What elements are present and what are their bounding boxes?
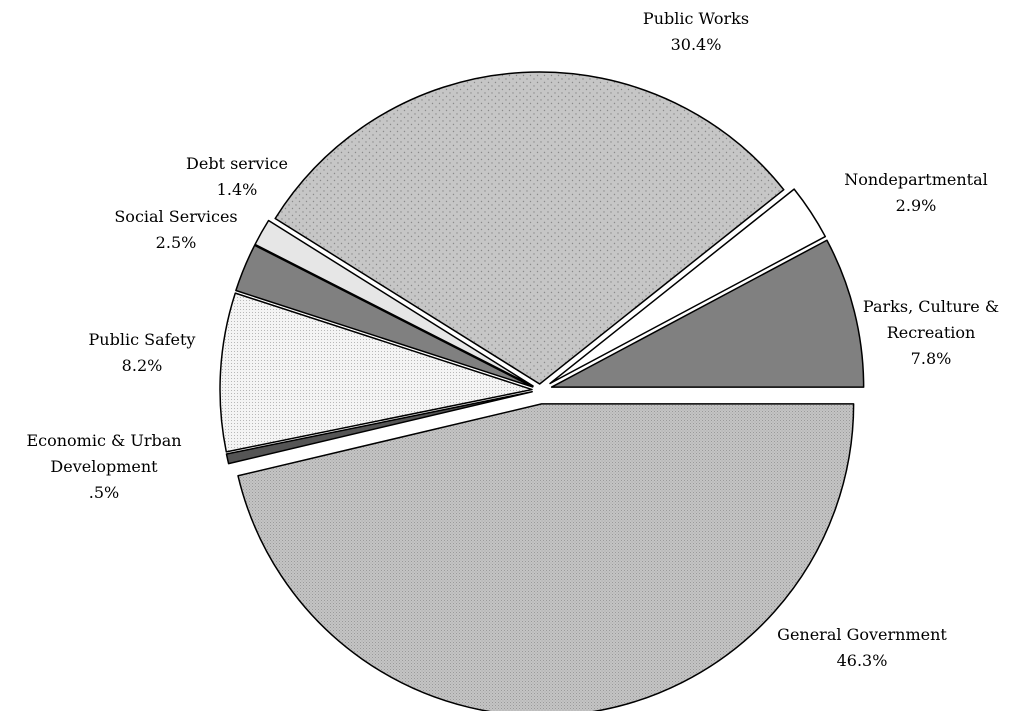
slice-name-label: Public Safety [89,330,196,349]
slice-percent-label: 2.9% [896,196,937,215]
slice-percent-label: 46.3% [837,651,888,670]
slice-percent-label: 8.2% [122,356,163,375]
slice-name-label: Parks, Culture & [863,297,999,316]
slice-label: General Government 46.3% [777,625,947,670]
pie-slice-public-works [274,71,785,385]
slice-percent-label: 30.4% [671,35,722,54]
slice-percent-label: 7.8% [911,349,952,368]
slice-name-label: Nondepartmental [844,170,988,189]
slice-percent-label: 2.5% [156,233,197,252]
pie-slice-parks-culture-recreation [550,239,865,388]
slice-name-label: Debt service [186,154,288,173]
pie-slice-public-safety [219,292,533,453]
slice-label: Social Services 2.5% [114,207,237,252]
pie-slice-nondepartmental [549,188,827,385]
pie-slices [219,71,865,711]
slice-label: Public Works 30.4% [643,9,749,54]
slice-label: Nondepartmental 2.9% [844,170,988,215]
slice-label: Parks, Culture & Recreation 7.8% [863,297,999,368]
slice-name-label: Public Works [643,9,749,28]
pie-labels: General Government 46.3% Economic & Urban D… [26,9,999,670]
slice-percent-label: 1.4% [217,180,258,199]
slice-label: Economic & Urban Development .5% [26,431,181,502]
slice-name-label: Economic & Urban [26,431,181,450]
slice-name-label: Social Services [114,207,237,226]
slice-name-label: Development [50,457,158,476]
slice-label: Public Safety 8.2% [89,330,196,375]
slice-name-label: Recreation [887,323,976,342]
slice-label: Debt service 1.4% [186,154,288,199]
slice-percent-label: .5% [89,483,119,502]
pie-slice-economic-urban-development [225,390,533,465]
pie-slice-debt-service [254,219,534,387]
slice-name-label: General Government [777,625,947,644]
pie-slice-social-services [235,244,534,388]
pie-slice-general-government [237,403,855,711]
